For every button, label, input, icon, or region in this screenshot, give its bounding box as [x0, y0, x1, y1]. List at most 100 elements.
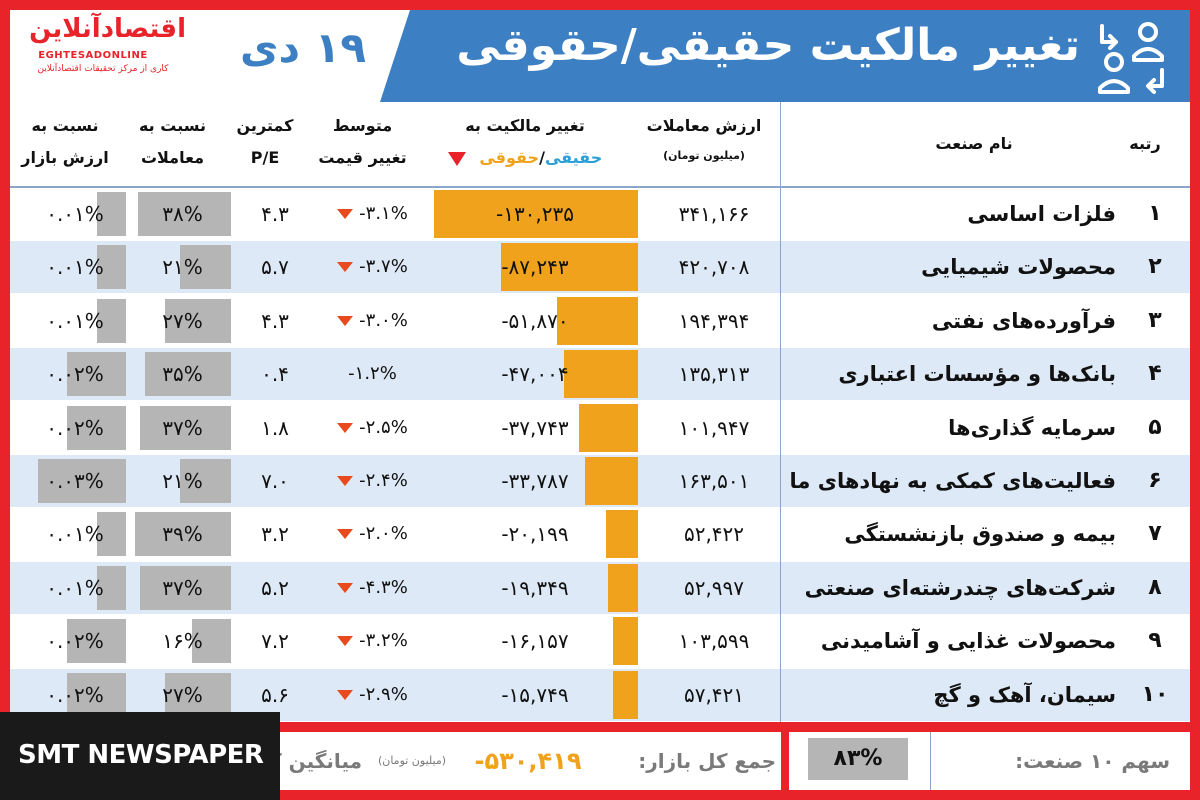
change-bar — [434, 190, 638, 238]
row-ownership-change: -۱۵,۷۴۹ — [430, 669, 640, 721]
col-header-mkt-line1: نسبت به — [31, 116, 99, 135]
col-header-trade: نسبت به معاملات — [120, 102, 225, 186]
share-label: سهم ۱۰ صنعت: — [1015, 749, 1170, 773]
row-trade-ratio: ۲۱% — [130, 455, 235, 507]
row-ownership-change: -۸۷,۲۴۳ — [430, 241, 640, 293]
trade-ratio-bar — [135, 512, 231, 557]
date-label: ۱۹ دی — [240, 23, 366, 72]
change-bar-track — [434, 403, 638, 452]
change-bar-track — [434, 350, 638, 399]
market-ratio-value: ۰.۰۱% — [46, 522, 104, 547]
row-industry-name: سرمایه گذاری‌ها — [948, 415, 1116, 440]
avg-change-value: -۴.۳% — [359, 576, 408, 598]
industry-divider — [780, 102, 781, 722]
table-row: ۶ فعالیت‌های کمکی به نهادهای مالی ۱۶۳,۵۰۱ -… — [10, 455, 1190, 507]
row-trade-ratio: ۱۶% — [130, 615, 235, 667]
row-trade-value: ۳۴۱,۱۶۶ — [678, 202, 750, 226]
col-header-mkt-line2: ارزش بازار — [21, 148, 109, 167]
col-header-avg: متوسط تغییر قیمت — [305, 102, 420, 186]
trade-ratio-bar — [145, 352, 231, 397]
col-header-mkt: نسبت به ارزش بازار — [10, 102, 120, 186]
trade-ratio-bar — [179, 245, 231, 290]
row-avg-price-change: -۲.۹% — [315, 669, 430, 721]
avg-change-value: -۳.۰% — [359, 309, 408, 331]
trade-ratio-value: ۲۱% — [162, 255, 203, 280]
market-ratio-bar — [38, 459, 126, 503]
row-market-ratio: ۰.۰۲% — [20, 402, 130, 454]
header-divider — [10, 186, 1190, 188]
row-trade-value: ۱۰۱,۹۴۷ — [678, 415, 750, 440]
row-ownership-change: -۱۶,۱۵۷ — [430, 615, 640, 667]
row-avg-price-change: -۲.۰% — [315, 508, 430, 560]
row-market-ratio: ۰.۰۱% — [20, 295, 130, 347]
people-transfer-icon — [1098, 22, 1164, 94]
col-header-change: تغییر مالکیت به حقیقی/حقوقی — [420, 102, 630, 186]
change-value: -۱۶,۱۵۷ — [501, 629, 569, 654]
row-market-ratio: ۰.۰۱% — [20, 241, 130, 293]
change-value: -۳۷,۷۴۳ — [501, 415, 569, 440]
row-trade-value: ۵۲,۴۲۲ — [683, 522, 745, 547]
row-industry-name: فرآورده‌های نفتی — [931, 308, 1116, 333]
row-rank: ۱ — [1148, 201, 1162, 226]
market-ratio-bar — [67, 672, 126, 717]
row-trade-value: ۵۲,۹۹۷ — [683, 575, 745, 600]
logo-wordmark: اقتصادآنلاین — [29, 14, 186, 44]
legend-separator: / — [539, 148, 545, 167]
table-row: ۱۰ سیمان، آهک و گچ ۵۷,۴۲۱ -۱۵,۷۴۹ -۲.۹% ۵.۶ ۲۷… — [10, 668, 1190, 721]
market-ratio-bar — [96, 245, 126, 290]
change-bar-track — [434, 243, 638, 292]
change-bar-track — [434, 457, 638, 505]
down-arrow-icon — [337, 529, 354, 540]
row-ownership-change: -۱۹,۳۴۹ — [430, 562, 640, 614]
down-arrow-icon — [337, 422, 354, 433]
avg-change-value: -۲.۵% — [359, 416, 408, 438]
row-min-pe: ۴.۳ — [261, 308, 289, 333]
logo-latin-name: EGHTESADONLINE — [38, 50, 148, 61]
table-row: ۲ محصولات شیمیایی ۴۲۰,۷۰۸ -۸۷,۲۴۳ -۳.۷% ۵.۷ ۲۱… — [10, 241, 1190, 294]
row-trade-value: ۴۲۰,۷۰۸ — [678, 255, 750, 280]
row-min-pe: ۵.۷ — [261, 255, 289, 280]
row-min-pe: ۵.۶ — [261, 682, 289, 707]
col-header-value: ارزش معاملات (میلیون تومان) — [630, 102, 778, 186]
row-avg-price-change: -۳.۰% — [315, 295, 430, 347]
row-trade-value: ۱۶۳,۵۰۱ — [678, 469, 750, 493]
avg-change-value: -۲.۰% — [359, 523, 408, 545]
row-trade-value: ۵۷,۴۲۱ — [683, 682, 745, 707]
trade-ratio-bar — [164, 672, 231, 717]
market-ratio-value: ۰.۰۱% — [46, 575, 104, 600]
row-trade-ratio: ۲۱% — [130, 241, 235, 293]
change-bar — [606, 510, 638, 559]
total-label: جمع کل بازار: — [638, 749, 776, 773]
market-ratio-bar — [67, 619, 126, 664]
row-min-pe: ۳.۲ — [261, 522, 289, 547]
row-rank: ۴ — [1148, 361, 1162, 387]
table-row: ۸ شرکت‌های چندرشته‌ای صنعتی ۵۲,۹۹۷ -۱۹,۳۴۹ -… — [10, 561, 1190, 614]
market-ratio-value: ۰.۰۲% — [46, 415, 104, 440]
row-trade-value: ۱۹۴,۳۹۴ — [678, 308, 750, 333]
row-avg-price-change: -۲.۵% — [315, 402, 430, 454]
market-ratio-value: ۰.۰۳% — [46, 469, 104, 493]
trade-ratio-value: ۳۷% — [162, 575, 203, 600]
trade-ratio-bar — [179, 459, 231, 503]
trade-ratio-value: ۳۵% — [162, 362, 203, 387]
row-avg-price-change: -۳.۷% — [315, 241, 430, 293]
row-trade-value: ۱۳۵,۳۱۳ — [678, 362, 750, 387]
trade-ratio-bar — [140, 565, 231, 610]
market-ratio-value: ۰.۰۲% — [46, 629, 104, 654]
brand-logo: اقتصادآنلاین EGHTESADONLINE کاری از مرکز… — [18, 14, 190, 86]
trade-ratio-value: ۲۷% — [162, 308, 203, 333]
avg-change-value: -۳.۱% — [359, 203, 408, 224]
change-bar — [501, 243, 638, 292]
col-header-avg-line2: تغییر قیمت — [318, 148, 407, 167]
trade-ratio-value: ۳۸% — [162, 202, 203, 226]
change-value: -۴۷,۰۰۴ — [501, 362, 569, 387]
row-trade-ratio: ۳۹% — [130, 508, 235, 560]
col-header-rank-text: رتبه — [1129, 134, 1161, 153]
row-ownership-change: -۳۷,۷۴۳ — [430, 402, 640, 454]
row-trade-ratio: ۳۷% — [130, 402, 235, 454]
avg-change-value: -۳.۲% — [359, 630, 408, 652]
row-market-ratio: ۰.۰۲% — [20, 669, 130, 721]
row-avg-price-change: -۱.۲% — [315, 348, 430, 400]
trade-ratio-value: ۲۷% — [162, 682, 203, 707]
page-title: تغییر مالکیت حقیقی/حقوقی — [456, 20, 1080, 71]
